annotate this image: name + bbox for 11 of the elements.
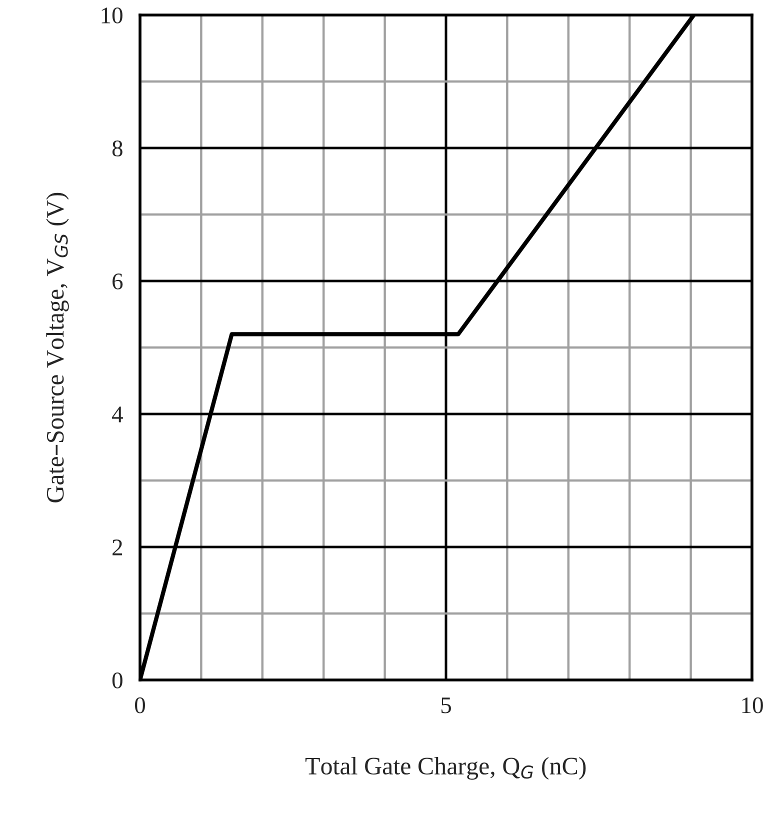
y-axis-title: Gate–Source Voltage, V$_{GS}$ (V) <box>46 192 69 502</box>
x-axis-title: Total Gate Charge, Q$_{G}$ (nC) <box>305 756 586 780</box>
y-tick-label: 2 <box>112 540 122 556</box>
y-tick-label: 0 <box>112 672 122 688</box>
y-tick-label: 4 <box>112 406 123 422</box>
x-tick-label: 10 <box>742 697 763 714</box>
y-tick-label: 10 <box>102 7 122 24</box>
y-tick-label: 8 <box>112 140 122 156</box>
x-tick-label: 5 <box>441 698 451 714</box>
x-tick-label: 0 <box>134 697 146 714</box>
y-tick-label: 6 <box>112 274 123 290</box>
